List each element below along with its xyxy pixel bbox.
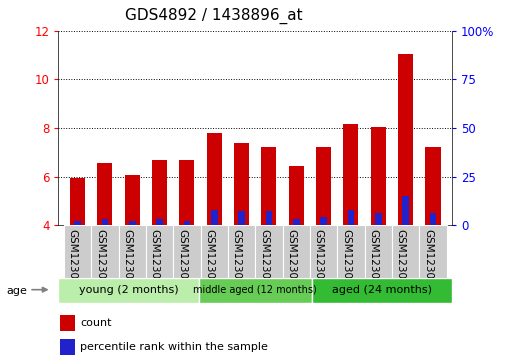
- Bar: [156, 219, 163, 225]
- Bar: [199, 278, 311, 303]
- Text: GSM1230361: GSM1230361: [341, 229, 351, 299]
- Bar: [365, 225, 392, 278]
- Bar: [311, 278, 452, 303]
- Bar: [201, 225, 228, 278]
- Bar: [234, 143, 249, 225]
- Bar: [256, 225, 282, 278]
- Text: GDS4892 / 1438896_at: GDS4892 / 1438896_at: [124, 8, 302, 24]
- Bar: [419, 225, 447, 278]
- Bar: [152, 159, 167, 225]
- Text: GSM1230363: GSM1230363: [396, 229, 406, 299]
- Text: count: count: [80, 318, 112, 328]
- Text: GSM1230356: GSM1230356: [204, 229, 214, 299]
- Bar: [146, 225, 173, 278]
- Bar: [398, 54, 413, 225]
- Text: GSM1230359: GSM1230359: [287, 229, 296, 299]
- Bar: [337, 225, 365, 278]
- Bar: [266, 212, 272, 225]
- Bar: [58, 278, 199, 303]
- Text: GSM1230364: GSM1230364: [423, 229, 433, 299]
- Bar: [179, 159, 195, 225]
- Bar: [238, 212, 245, 225]
- Bar: [371, 127, 386, 225]
- Bar: [228, 225, 255, 278]
- Bar: [129, 221, 136, 225]
- Bar: [426, 147, 440, 225]
- Bar: [343, 124, 359, 225]
- Bar: [64, 225, 91, 278]
- Bar: [402, 196, 409, 225]
- Bar: [207, 133, 222, 225]
- Text: young (2 months): young (2 months): [79, 285, 178, 295]
- Bar: [282, 225, 310, 278]
- Text: GSM1230355: GSM1230355: [177, 229, 187, 299]
- Bar: [60, 339, 75, 355]
- Bar: [211, 209, 217, 225]
- Bar: [392, 225, 419, 278]
- Bar: [375, 213, 382, 225]
- Bar: [430, 213, 436, 225]
- Text: GSM1230357: GSM1230357: [232, 229, 242, 299]
- Bar: [98, 163, 112, 225]
- Text: GSM1230353: GSM1230353: [122, 229, 132, 299]
- Text: aged (24 months): aged (24 months): [332, 285, 432, 295]
- Bar: [183, 221, 190, 225]
- Text: percentile rank within the sample: percentile rank within the sample: [80, 342, 268, 352]
- Bar: [91, 225, 118, 278]
- Bar: [320, 217, 327, 225]
- Text: GSM1230354: GSM1230354: [149, 229, 160, 299]
- Bar: [102, 219, 108, 225]
- Bar: [316, 147, 331, 225]
- Bar: [293, 219, 300, 225]
- Bar: [347, 209, 355, 225]
- Text: GSM1230352: GSM1230352: [95, 229, 105, 299]
- Bar: [125, 175, 140, 225]
- Bar: [289, 166, 304, 225]
- Text: GSM1230351: GSM1230351: [68, 229, 78, 299]
- Text: middle aged (12 months): middle aged (12 months): [194, 285, 317, 295]
- Bar: [173, 225, 201, 278]
- Bar: [310, 225, 337, 278]
- Text: GSM1230360: GSM1230360: [313, 229, 324, 299]
- Bar: [74, 221, 81, 225]
- Bar: [118, 225, 146, 278]
- Text: age: age: [7, 286, 27, 297]
- Text: GSM1230362: GSM1230362: [368, 229, 378, 299]
- Bar: [262, 147, 276, 225]
- Bar: [70, 178, 85, 225]
- Bar: [60, 315, 75, 331]
- Text: GSM1230358: GSM1230358: [259, 229, 269, 299]
